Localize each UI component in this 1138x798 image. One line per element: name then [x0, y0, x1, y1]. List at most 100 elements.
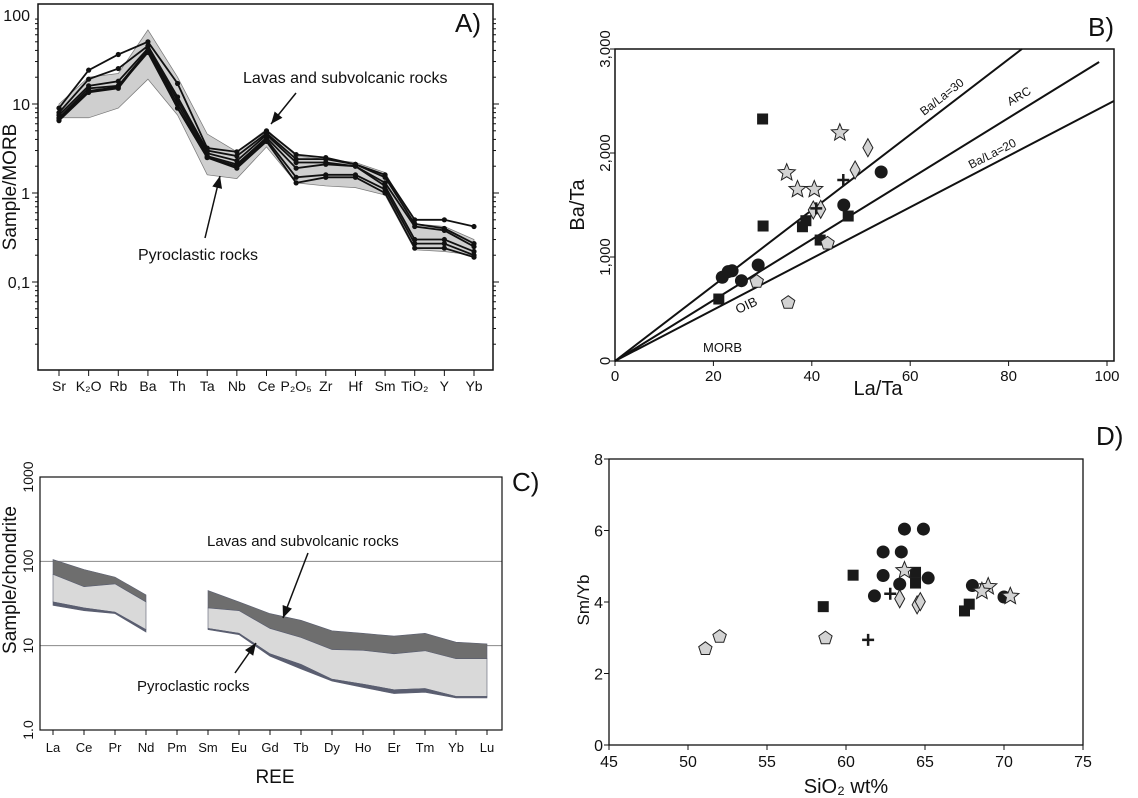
circle-marker — [751, 258, 765, 272]
sample-point — [323, 161, 329, 167]
y-axis-label: Sm/Yb — [574, 574, 593, 625]
arrow-lavas-head — [271, 111, 283, 124]
y-tick-label: 2 — [594, 667, 603, 684]
x-tick-label: 65 — [916, 754, 934, 771]
circle-marker — [837, 198, 851, 212]
x-tick-label: Er — [388, 740, 402, 755]
sample-point — [441, 227, 447, 233]
sample-point — [56, 105, 62, 111]
x-tick-label: 40 — [803, 368, 820, 385]
y-tick-label: 2,000 — [597, 134, 614, 172]
sample-point — [471, 243, 477, 250]
sample-point — [441, 217, 447, 223]
sample-point — [86, 76, 92, 82]
x-axis-label: REE — [255, 767, 294, 788]
x-tick-label: Zr — [319, 378, 333, 394]
x-tick-label: 20 — [705, 368, 722, 385]
x-tick-label: Nb — [228, 378, 246, 394]
sample-point — [145, 39, 151, 45]
sample-point — [441, 241, 447, 247]
pentagon-marker — [749, 273, 764, 288]
sample-point — [86, 89, 92, 96]
sample-point — [382, 186, 388, 192]
x-tick-label: Yb — [465, 378, 482, 394]
y-tick-label: 6 — [594, 524, 603, 541]
y-tick-label: 8 — [594, 452, 603, 469]
pentagon-marker — [698, 641, 713, 655]
sample-point — [293, 174, 299, 180]
circle-marker — [734, 274, 748, 288]
x-tick-label: 75 — [1074, 754, 1092, 771]
x-tick-label: Ce — [76, 740, 93, 755]
square-marker — [963, 598, 975, 610]
square-marker — [814, 234, 826, 246]
sample-point — [412, 245, 418, 251]
y-tick-label: 1 — [21, 186, 30, 203]
y-tick-label: 1000 — [20, 461, 36, 492]
x-tick-label: 60 — [837, 754, 855, 771]
x-tick-label: Ce — [258, 378, 276, 394]
y-tick-label: 0,1 — [8, 275, 30, 292]
x-axis-label: SiO₂ wt% — [804, 776, 889, 798]
x-tick-label: Pm — [167, 740, 187, 755]
sample-point — [382, 174, 388, 180]
sample-point — [234, 165, 240, 171]
sample-point — [115, 85, 121, 91]
y-axis-label: Sample/chondrite — [0, 506, 21, 654]
x-tick-label: Ba — [139, 378, 156, 394]
x-tick-label: Sm — [375, 378, 396, 394]
field-label-morb: MORB — [703, 340, 742, 355]
x-tick-label: Y — [440, 378, 450, 394]
panel-b-letter: B) — [1088, 12, 1114, 42]
x-tick-label: Tm — [416, 740, 435, 755]
star-marker — [972, 580, 992, 600]
x-tick-label: Lu — [480, 740, 494, 755]
sample-point — [352, 174, 359, 180]
arrow-pyroclastic-head — [212, 176, 223, 189]
sample-point — [412, 223, 418, 230]
cross-marker — [837, 174, 850, 187]
ree-band-3-segment-1 — [52, 601, 147, 633]
sample-point — [323, 174, 329, 180]
circle-marker — [876, 569, 890, 583]
y-tick-label: 4 — [594, 595, 603, 612]
star-marker — [776, 162, 797, 181]
sample-point — [293, 159, 299, 166]
circle-marker — [897, 522, 911, 536]
diamond-marker — [849, 159, 861, 181]
sample-point — [382, 190, 388, 196]
x-tick-label: Pr — [109, 740, 123, 755]
x-tick-label: 80 — [1000, 368, 1017, 385]
sample-point — [115, 51, 121, 58]
x-tick-label: Sm — [198, 740, 218, 755]
y-axis-label: Sample/MORB — [0, 124, 21, 251]
diamond-marker — [894, 588, 906, 609]
ree-band-3-segment-2 — [207, 628, 488, 699]
star-marker — [1000, 585, 1021, 605]
square-marker — [847, 569, 859, 581]
circle-marker — [876, 545, 890, 559]
x-tick-label: Ho — [355, 740, 372, 755]
x-tick-label: 45 — [600, 754, 618, 771]
cross-marker — [810, 202, 823, 215]
x-tick-label: 70 — [995, 754, 1013, 771]
plot-frame — [39, 476, 503, 731]
annotation-lavas: Lavas and subvolcanic rocks — [207, 533, 399, 550]
pentagon-marker — [820, 235, 835, 250]
sample-point — [471, 223, 477, 230]
sample-point — [471, 248, 477, 255]
sample-point — [234, 153, 240, 159]
sample-point — [293, 165, 299, 171]
panel-a-letter: A) — [455, 8, 481, 38]
sample-point — [86, 67, 92, 73]
pentagon-marker — [780, 295, 796, 309]
diamond-marker — [914, 591, 926, 612]
circle-marker — [874, 165, 888, 179]
x-tick-label: Rb — [109, 378, 127, 394]
sample-point — [293, 152, 299, 158]
y-tick-label: 1,000 — [597, 238, 614, 276]
y-tick-label: 0 — [594, 738, 603, 755]
